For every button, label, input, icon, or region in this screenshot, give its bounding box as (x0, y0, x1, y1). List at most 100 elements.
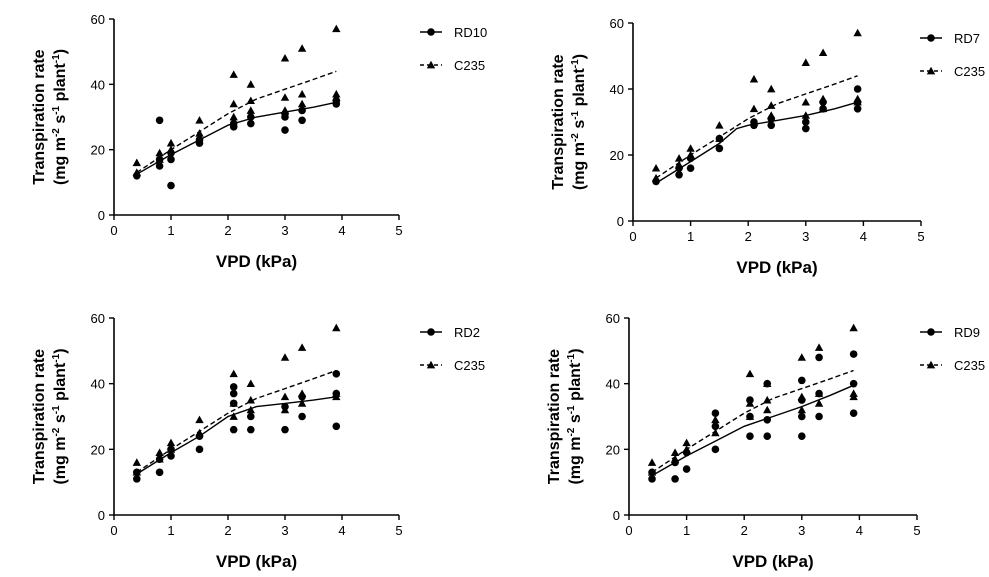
data-point-circle (281, 126, 289, 134)
chart-panel-rd7: 0 1 2 3 4 5 0 20 40 60 VPD (kPa) Transpiration rate… (505, 0, 989, 290)
data-point-triangle (246, 395, 255, 404)
data-point-circle (167, 452, 175, 460)
x-tick-label: 5 (395, 223, 402, 238)
legend-label: RD9 (954, 325, 980, 340)
data-point-circle (798, 376, 806, 385)
y-axis-title-line1: Transpiration rate (31, 349, 48, 484)
y-tick-label: 60 (610, 16, 624, 31)
data-point-triangle (195, 428, 204, 437)
data-point-triangle (749, 117, 759, 126)
data-point-triangle (246, 379, 255, 388)
data-point-triangle (246, 106, 255, 114)
y-axis-title-text: plant (567, 362, 584, 405)
y-axis-title-line2: (mg m-2 s-1 plant-1) (51, 348, 69, 484)
data-point-circle (133, 475, 141, 483)
data-point-triangle (166, 145, 176, 154)
x-tick-label: 1 (683, 523, 690, 538)
y-axis-title-text: plant (52, 63, 69, 106)
x-tick-label: 5 (917, 229, 924, 244)
data-point-circle (763, 415, 772, 424)
y-tick-label: 60 (91, 12, 105, 27)
data-point-triangle (849, 323, 858, 332)
data-point-triangle (853, 94, 862, 103)
data-point-circle (155, 468, 164, 477)
data-point-triangle (332, 389, 341, 397)
legend-marker-triangle (426, 360, 436, 369)
data-point-triangle (195, 415, 204, 424)
x-tick-label: 1 (167, 223, 174, 238)
data-point-circle (195, 445, 204, 454)
data-point-circle (229, 389, 238, 398)
data-point-circle (332, 370, 341, 378)
x-tick-label: 3 (802, 229, 809, 244)
data-point-triangle (797, 353, 806, 361)
y-axis-title-text: ) (571, 54, 588, 59)
y-axis-title-text: (mg m (52, 137, 69, 185)
data-point-triangle (711, 428, 720, 437)
data-point-circle (298, 116, 306, 125)
fit-line-dashed (136, 70, 337, 174)
data-point-circle (195, 136, 204, 144)
data-point-triangle (195, 116, 204, 124)
x-tick-label: 1 (167, 523, 174, 538)
data-point-triangle (682, 438, 691, 447)
data-point-triangle (745, 369, 755, 378)
data-point-triangle (229, 412, 238, 420)
x-tick-label: 3 (798, 523, 805, 538)
x-tick-label: 4 (856, 523, 863, 538)
data-point-triangle (195, 129, 204, 137)
data-point-triangle (670, 448, 680, 456)
y-axis-title-line2: (mg m-2 s-1 plant-1) (51, 49, 69, 185)
x-tick-label: 2 (224, 223, 231, 238)
y-axis-title-superscript: -1 (566, 353, 577, 362)
y-axis-title-text: (mg m (571, 142, 588, 190)
data-point-triangle (246, 96, 255, 105)
data-point-triangle (297, 389, 307, 397)
data-point-triangle (229, 369, 238, 378)
data-point-circle (711, 445, 720, 454)
y-tick-label: 0 (617, 214, 624, 229)
data-point-triangle (745, 412, 755, 420)
y-axis-title-text: plant (52, 362, 69, 405)
data-point-triangle (801, 58, 810, 66)
data-point-triangle (849, 389, 858, 397)
x-tick-label: 3 (281, 523, 288, 538)
x-tick-label: 0 (110, 523, 117, 538)
chart-svg-rd9: 0 1 2 3 4 5 0 20 40 60 VPD (kPa) Transpiration rate… (546, 311, 985, 571)
data-point-triangle (818, 48, 828, 57)
data-point-triangle (745, 399, 755, 407)
y-axis-title-text: s (52, 115, 69, 128)
legend-marker-triangle (426, 60, 436, 69)
data-point-triangle (166, 138, 176, 147)
data-point-triangle (297, 44, 307, 52)
legend-label: C235 (954, 358, 985, 373)
data-point-triangle (767, 111, 776, 119)
data-point-triangle (763, 395, 772, 404)
data-point-circle (682, 465, 691, 473)
data-point-triangle (818, 94, 828, 103)
x-tick-label: 5 (913, 523, 920, 538)
data-point-circle (247, 425, 255, 434)
data-point-circle (675, 171, 683, 179)
y-axis-title-superscript: -2 (51, 128, 62, 137)
legend-label: RD7 (954, 31, 980, 46)
data-point-triangle (155, 155, 164, 163)
data-point-circle (746, 432, 754, 440)
y-axis-title-superscript: -1 (51, 105, 62, 114)
data-point-triangle (749, 74, 759, 83)
y-tick-label: 40 (91, 377, 105, 392)
data-point-circle (167, 181, 175, 190)
fit-line-solid (651, 384, 854, 477)
data-point-circle (849, 379, 858, 388)
legend-marker-triangle (926, 360, 936, 369)
legend-label: C235 (954, 64, 985, 79)
data-point-circle (281, 425, 289, 434)
legend-marker-circle (427, 328, 435, 336)
y-axis-title-line2: (mg m-2 s-1 plant-1) (570, 54, 588, 190)
y-axis-title-text: (mg m (567, 437, 584, 485)
data-point-triangle (155, 448, 164, 456)
chart-svg-rd10: 0 1 2 3 4 5 0 20 40 60 VPD (kPa) Transpiration rate… (31, 12, 487, 271)
data-point-triangle (132, 158, 141, 167)
data-point-circle (686, 164, 695, 172)
legend-marker-triangle (926, 66, 936, 75)
